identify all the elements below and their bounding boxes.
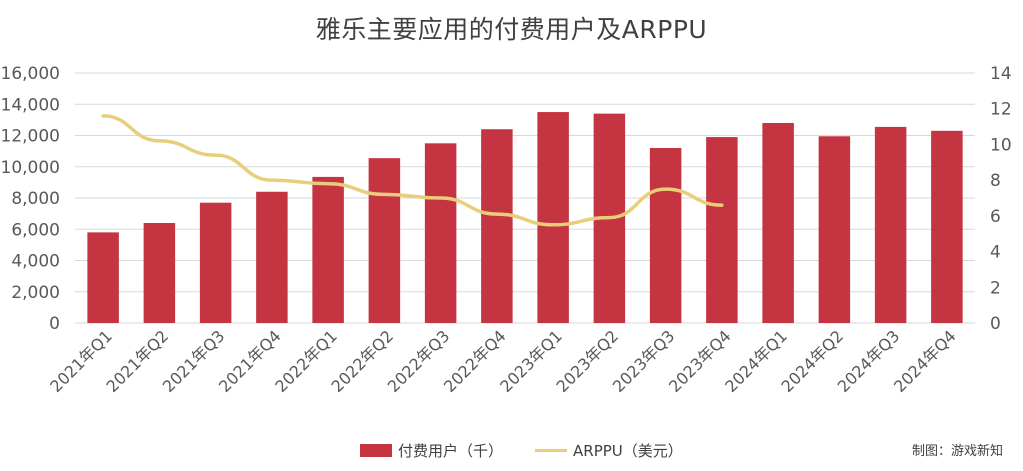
bar-paying-users [481, 129, 513, 323]
bar-paying-users [649, 148, 682, 323]
bar-paying-users [87, 232, 119, 323]
chart-title: 雅乐主要应用的付费用户及ARPPU [315, 15, 708, 44]
bar-paying-users [874, 126, 907, 323]
y-left-tick-label: 0 [49, 314, 60, 334]
bar-paying-users [537, 112, 569, 323]
bar-paying-users [424, 143, 457, 323]
y-left-tick-label: 14,000 [1, 95, 60, 115]
y-right-tick-label: 12 [990, 100, 1012, 120]
bar-paying-users [199, 202, 232, 323]
y-left-tick-label: 12,000 [1, 127, 60, 147]
bar-paying-users [818, 136, 851, 323]
y-right-tick-label: 2 [990, 278, 1001, 298]
bar-paying-users [256, 191, 288, 323]
x-category-label: 2024年Q4 [890, 326, 960, 396]
bar-paying-users [312, 176, 344, 323]
bar-paying-users [706, 137, 738, 323]
bar-paying-users [143, 223, 176, 323]
y-right-tick-label: 8 [990, 171, 1001, 191]
y-left-tick-label: 4,000 [11, 252, 60, 272]
source-note: 制图：游戏新知 [911, 444, 1003, 459]
legend-label-paying-users: 付费用户（千） [398, 442, 504, 460]
legend-swatch-bar [360, 444, 392, 457]
line-arppu [101, 114, 724, 227]
y-right-tick-label: 14 [990, 64, 1012, 84]
legend-label-arppu: ARPPU（美元） [573, 442, 683, 460]
legend-item-arppu: ARPPU（美元） [535, 440, 683, 461]
y-left-tick-label: 16,000 [1, 64, 60, 84]
y-right-tick-label: 0 [990, 314, 1001, 334]
y-left-tick-label: 8,000 [11, 189, 60, 209]
legend-swatch-line [535, 449, 568, 452]
legend-item-paying-users: 付费用户（千） [360, 440, 503, 461]
y-right-tick-label: 4 [990, 243, 1001, 263]
bar-paying-users [368, 158, 401, 323]
y-right-tick-label: 10 [990, 135, 1012, 155]
y-left-tick-label: 6,000 [11, 220, 60, 240]
bar-paying-users [931, 130, 963, 323]
y-left-tick-label: 2,000 [11, 283, 60, 303]
y-right-tick-label: 6 [990, 207, 1001, 227]
chart-legend: 付费用户（千） ARPPU（美元） [360, 440, 715, 461]
bar-paying-users [762, 123, 794, 323]
y-left-tick-label: 10,000 [1, 158, 60, 178]
